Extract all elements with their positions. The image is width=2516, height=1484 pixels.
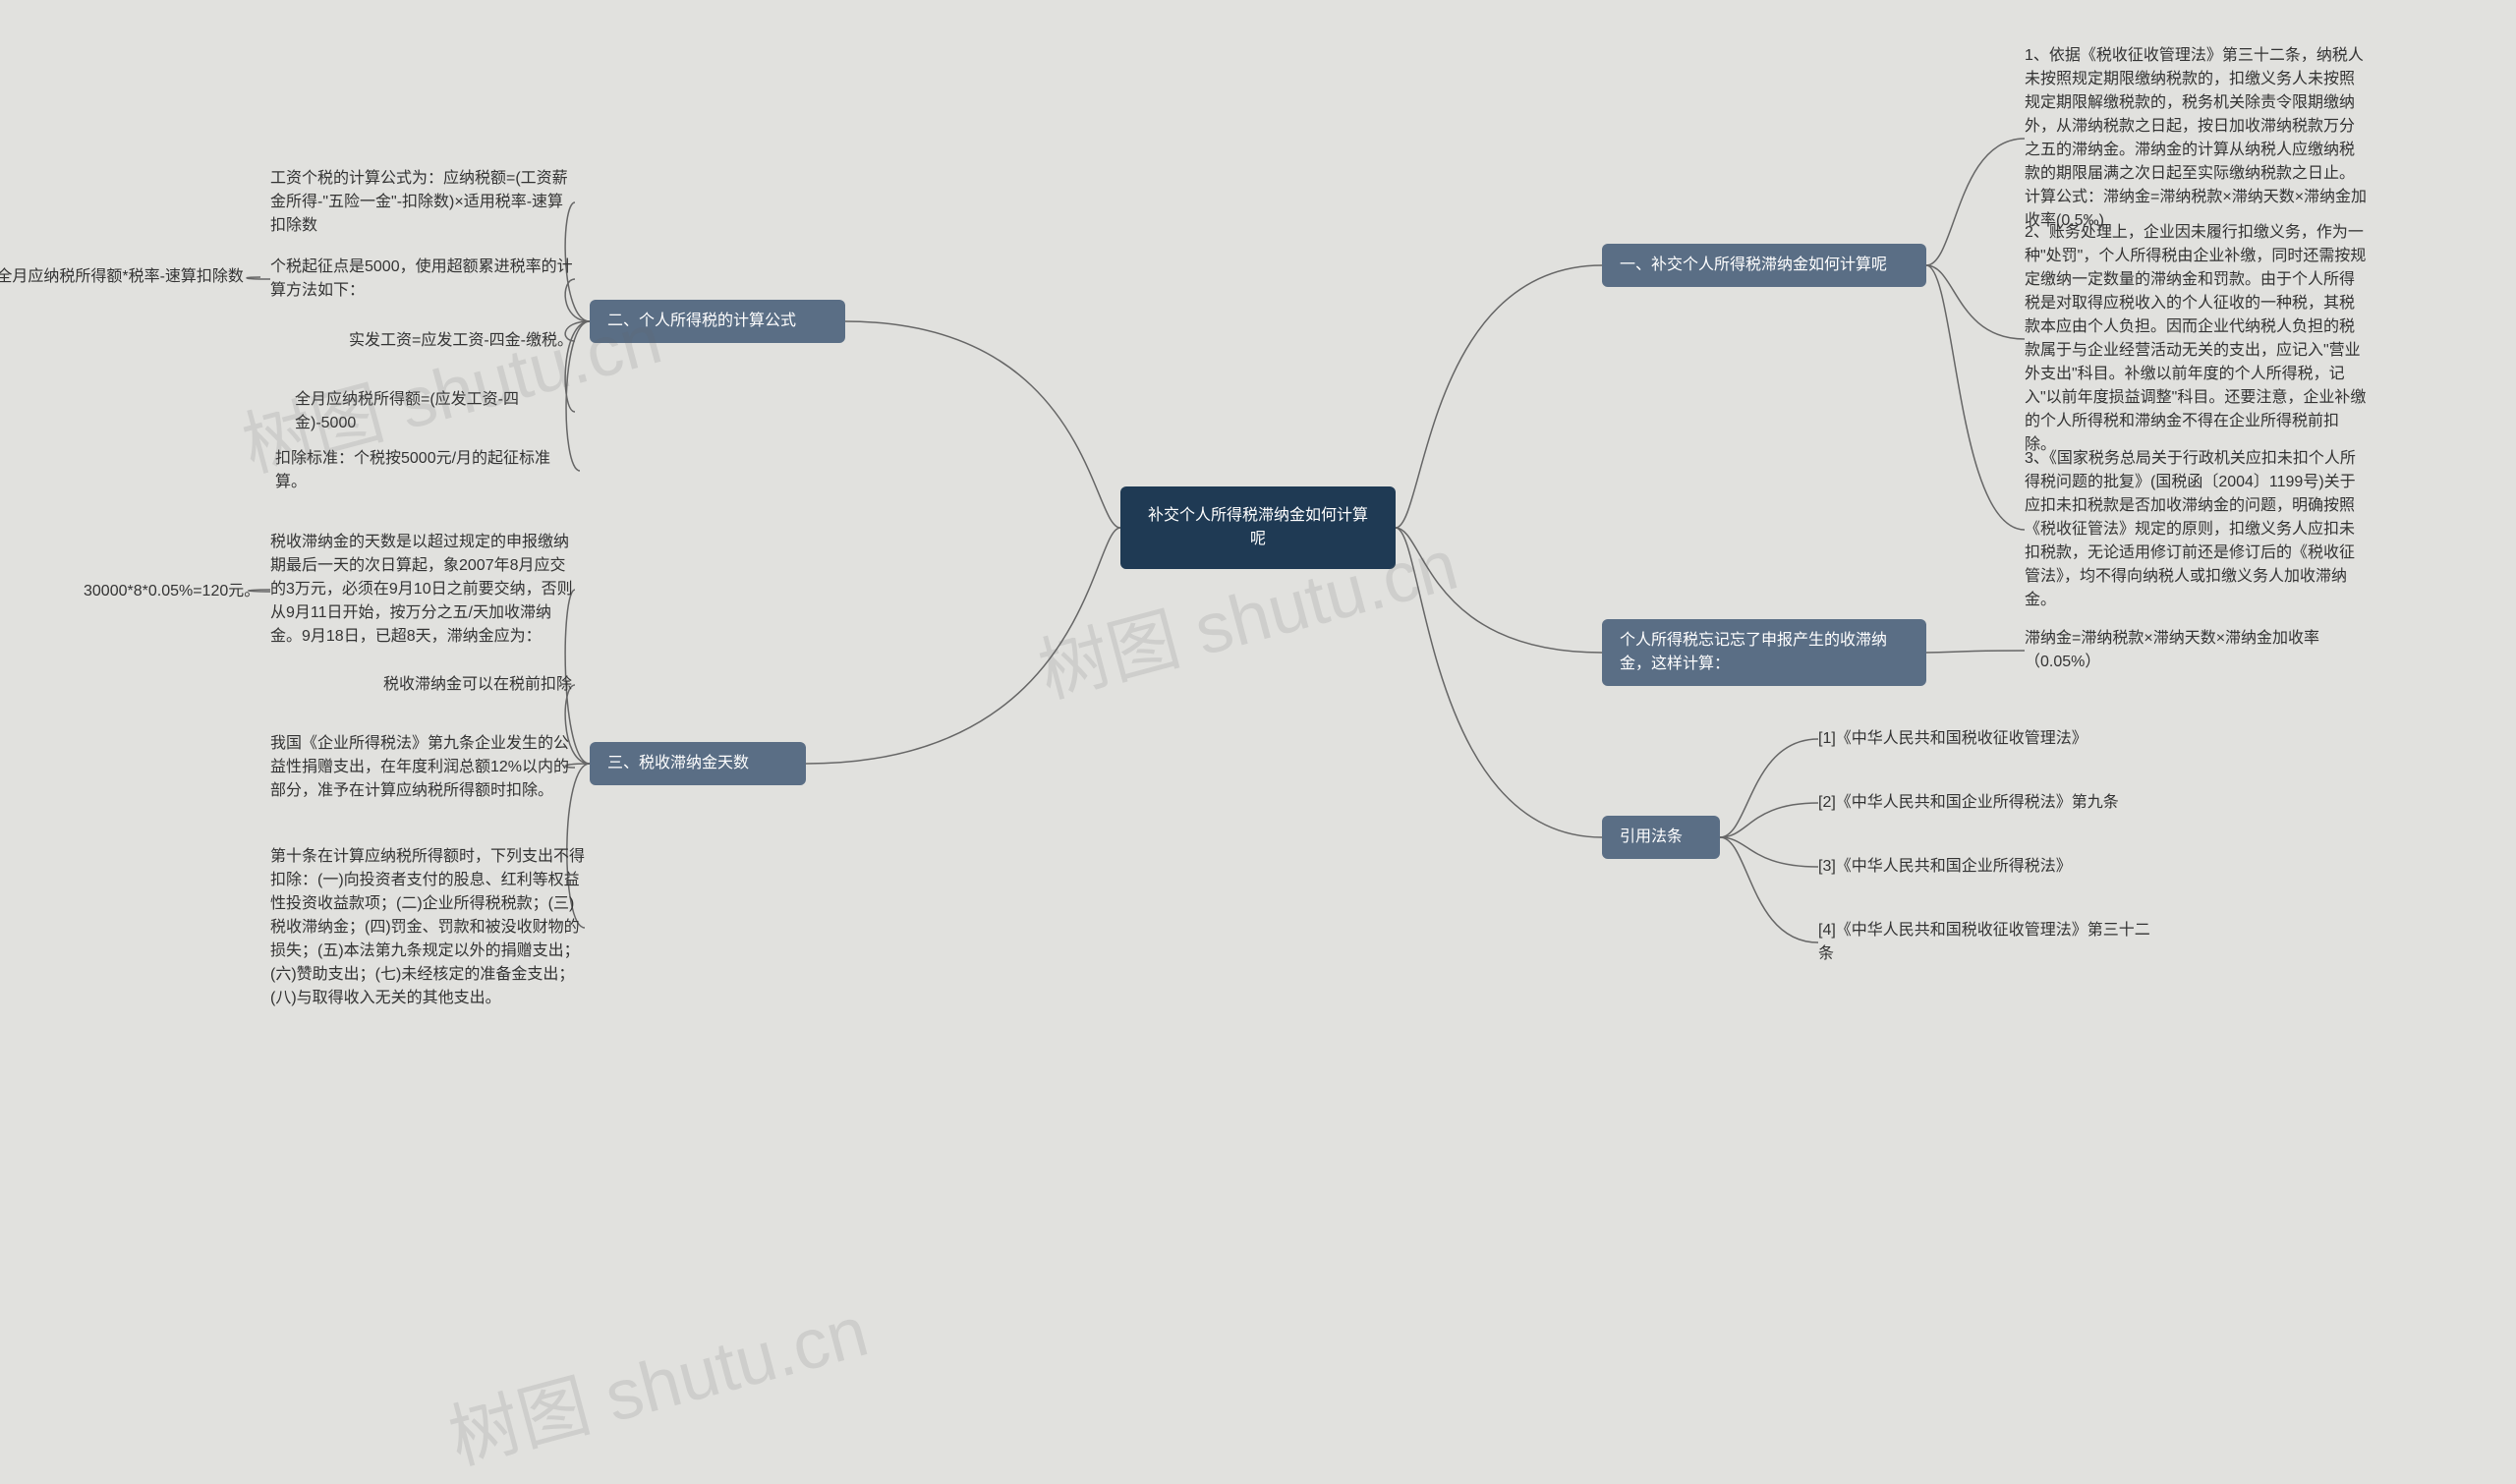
- leaf-node: 工资个税的计算公式为：应纳税额=(工资薪金所得-"五险一金"-扣除数)×适用税率…: [270, 167, 575, 238]
- connector: [1926, 265, 2025, 530]
- connector: [1396, 528, 1602, 837]
- leaf-node: 我国《企业所得税法》第九条企业发生的公益性捐赠支出，在年度利润总额12%以内的部…: [270, 732, 575, 803]
- branch-node: 三、税收滞纳金天数: [590, 742, 806, 785]
- leaf-node: 30000*8*0.05%=120元。: [84, 580, 270, 603]
- leaf-node: 2、账务处理上，企业因未履行扣缴义务，作为一种"处罚"，个人所得税由企业补缴，同…: [2025, 221, 2369, 457]
- leaf-node: 实发工资=应发工资-四金-缴税。: [349, 329, 575, 353]
- branch-node: 二、个人所得税的计算公式: [590, 300, 845, 343]
- branch-node: 个人所得税忘记忘了申报产生的收滞纳金，这样计算：: [1602, 619, 1926, 686]
- connector: [1720, 837, 1818, 942]
- leaf-node: 扣除标准：个税按5000元/月的起征标准算。: [275, 447, 580, 494]
- connector: [1396, 265, 1602, 528]
- leaf-node: [2]《中华人民共和国企业所得税法》第九条: [1818, 791, 2162, 815]
- connector: [1720, 803, 1818, 837]
- leaf-node: 个税起征点是5000，使用超额累进税率的计算方法如下：: [270, 256, 575, 303]
- connector: [845, 321, 1120, 528]
- leaf-node: 全月应纳税所得额=(应发工资-四金)-5000: [295, 388, 575, 435]
- connector: [1926, 139, 2025, 265]
- leaf-node: 滞纳金=滞纳税款×滞纳天数×滞纳金加收率（0.05%）: [2025, 627, 2369, 674]
- connector: [1926, 651, 2025, 653]
- leaf-node: [1]《中华人民共和国税收征收管理法》: [1818, 727, 2152, 751]
- connector: [1396, 528, 1602, 653]
- leaf-node: 1、依据《税收征收管理法》第三十二条，纳税人未按照规定期限缴纳税款的，扣缴义务人…: [2025, 44, 2369, 233]
- leaf-node: [4]《中华人民共和国税收征收管理法》第三十二条: [1818, 919, 2162, 966]
- leaf-node: 税收滞纳金可以在税前扣除: [383, 673, 575, 697]
- connector: [1926, 265, 2025, 339]
- connector: [1720, 739, 1818, 837]
- watermark: 树图 shutu.cn: [436, 1273, 878, 1483]
- leaf-node: 3、《国家税务总局关于行政机关应扣未扣个人所得税问题的批复》(国税函〔2004〕…: [2025, 447, 2369, 612]
- leaf-node: [3]《中华人民共和国企业所得税法》: [1818, 855, 2152, 879]
- leaf-node: 税收滞纳金的天数是以超过规定的申报缴纳期最后一天的次日算起，象2007年8月应交…: [270, 531, 575, 649]
- leaf-node: 缴税=全月应纳税所得额*税率-速算扣除数: [0, 265, 260, 289]
- connector: [806, 528, 1120, 764]
- connector: [1720, 837, 1818, 867]
- root-node: 补交个人所得税滞纳金如何计算呢: [1120, 486, 1396, 569]
- branch-node: 引用法条: [1602, 816, 1720, 859]
- leaf-node: 第十条在计算应纳税所得额时，下列支出不得扣除：(一)向投资者支付的股息、红利等权…: [270, 845, 585, 1010]
- branch-node: 一、补交个人所得税滞纳金如何计算呢: [1602, 244, 1926, 287]
